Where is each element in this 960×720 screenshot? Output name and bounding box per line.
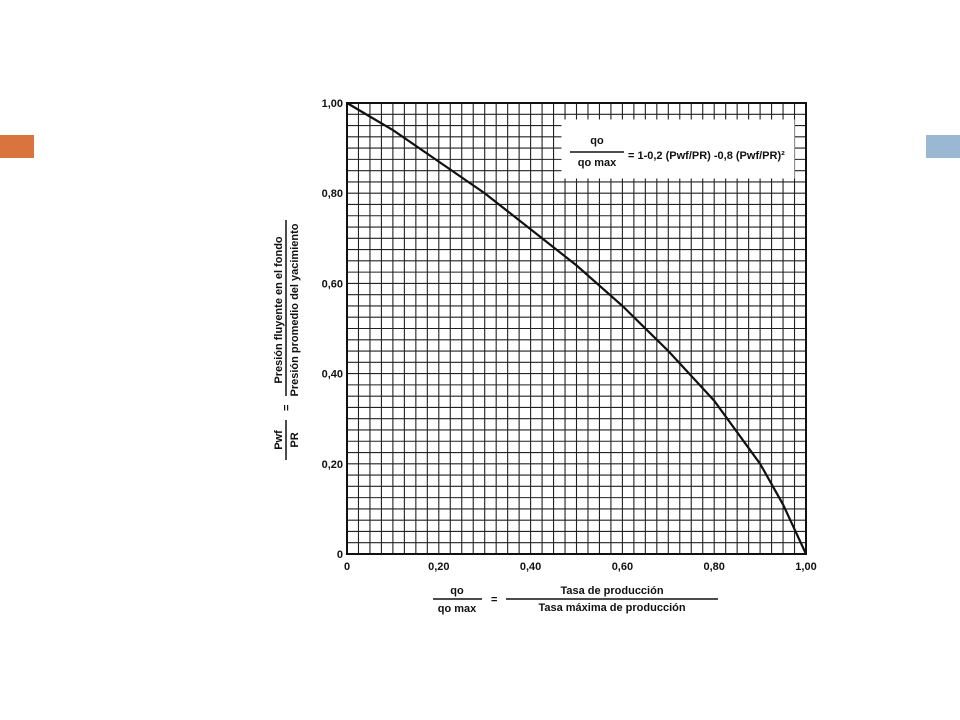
svg-text:=: = (281, 405, 293, 411)
equation-rhs: = 1-0,2 (Pwf/PR) -0,8 (Pwf/PR)² (628, 150, 785, 162)
x-tick-label: 0,60 (612, 561, 633, 573)
x-tick-label: 0,20 (428, 561, 449, 573)
ylabel-rhs-num: Presión fluyente en el fondo (273, 236, 285, 384)
svg-text:=: = (491, 594, 497, 606)
ylabel-lhs-den: PR (289, 432, 301, 447)
y-tick-label: 0 (337, 549, 343, 561)
xlabel-rhs-num: Tasa de producción (560, 585, 663, 597)
y-tick-label: 0,80 (322, 188, 343, 200)
x-tick-label: 0 (344, 561, 350, 573)
xlabel-lhs-num: qo (450, 585, 464, 597)
series-line (346, 102, 807, 555)
xlabel-rhs-den: Tasa máxima de producción (538, 602, 685, 614)
ylabel-rhs-den: Presión promedio del yacimiento (289, 223, 301, 396)
y-tick-label: 0,60 (322, 278, 343, 290)
y-tick-label: 0,20 (322, 459, 343, 471)
x-tick-label: 0,40 (520, 561, 541, 573)
y-axis-label: Pwf PR = Presión fluyente en el fondo Pr… (273, 220, 301, 460)
slide-accent-right (926, 135, 960, 158)
equation-lhs-den: qo max (578, 157, 617, 169)
plot-frame (346, 102, 807, 555)
x-tick-label: 1,00 (795, 561, 816, 573)
ylabel-lhs-num: Pwf (273, 430, 285, 450)
y-tick-labels: 0 0,20 0,40 0,60 0,80 1,00 (322, 98, 343, 561)
y-tick-label: 0,40 (322, 369, 343, 381)
slide-accent-left (0, 135, 34, 158)
xlabel-lhs-den: qo max (438, 603, 477, 615)
equation-lhs-num: qo (590, 135, 604, 147)
x-axis-label: qo qo max = Tasa de producción Tasa máxi… (433, 585, 718, 615)
equation-box: qo qo max = 1-0,2 (Pwf/PR) -0,8 (Pwf/PR)… (561, 119, 795, 179)
x-tick-label: 0,80 (703, 561, 724, 573)
x-tick-labels: 0 0,20 0,40 0,60 0,80 1,00 (344, 561, 817, 573)
y-tick-label: 1,00 (322, 98, 343, 110)
